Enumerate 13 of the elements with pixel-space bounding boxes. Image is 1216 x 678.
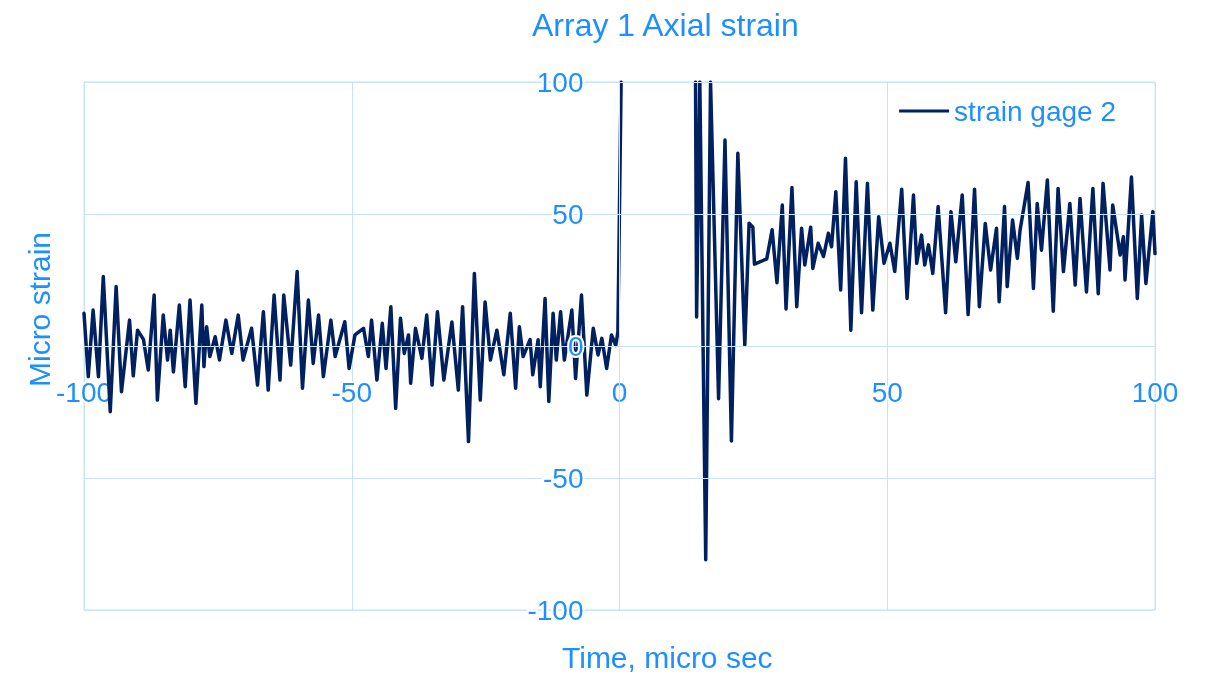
x-tick-label: 100	[1131, 376, 1179, 408]
y-tick-label: -100	[527, 594, 584, 626]
legend-label: strain gage 2	[954, 95, 1116, 127]
x-axis-title: Time, micro sec	[562, 640, 773, 674]
x-tick-label: 50	[871, 376, 903, 408]
y-tick-label: -50	[543, 462, 584, 494]
x-tick-label: -50	[331, 376, 372, 408]
y-axis-title: Micro strain	[22, 231, 56, 388]
y-tick-label: 0	[567, 330, 584, 362]
y-tick-label: 100	[536, 66, 584, 98]
x-tick-label: 0	[611, 376, 628, 408]
chart-title: Array 1 Axial strain	[532, 7, 799, 43]
y-tick-label: 50	[552, 198, 584, 230]
